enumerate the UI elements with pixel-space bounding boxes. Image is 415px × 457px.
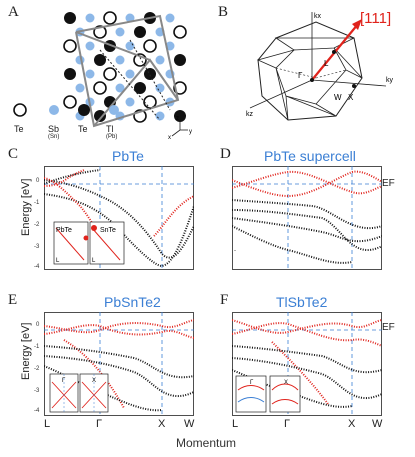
lattice-atom [93, 81, 107, 95]
xtick-left-x: X [158, 418, 166, 430]
direction-111-label: [111] [360, 10, 392, 27]
ylabel-energy-c: Energy [eV] [20, 178, 32, 236]
inset-l-label-2: L [92, 258, 96, 264]
xtick-right-x: X [348, 418, 356, 430]
lattice-atom [134, 82, 146, 94]
inset-f-gamma-label: Γ [250, 380, 254, 386]
inset-pbte-label: PbTe [56, 227, 72, 234]
lattice-atom [144, 68, 156, 80]
lattice-atom [63, 39, 77, 53]
ytick-c-4: -4 [34, 264, 40, 270]
ytick-e-1: -1 [34, 344, 40, 350]
ytick-c-1: -1 [34, 200, 40, 206]
lattice-atom [85, 41, 95, 51]
lattice-atom [115, 27, 125, 37]
axis-y-label: y [189, 129, 192, 135]
axis-x-label: x [168, 135, 171, 140]
lattice-atom [125, 69, 135, 79]
ytick-e-2: -2 [34, 366, 40, 372]
lattice-atom [103, 67, 117, 81]
panel-letter-d: D [220, 146, 231, 162]
panel-title-tlsbte2: TlSbTe2 [276, 294, 328, 310]
lattice-atom [143, 95, 157, 109]
lattice-atom [155, 55, 165, 65]
xtick-left-l: L [44, 418, 51, 430]
band-plot-f: Γ X [232, 312, 382, 416]
bz-kz-label: kz [246, 111, 254, 118]
inset-e-gamma-label: Γ [62, 378, 66, 384]
bz-ky-label: ky [386, 77, 394, 84]
lattice-atom [125, 41, 135, 51]
lattice-atom [174, 54, 186, 66]
species-label-tl: Tl [106, 124, 114, 134]
lattice-atom [134, 26, 146, 38]
panel-letter-a: A [8, 4, 19, 20]
species-label-sn: (Sn) [48, 134, 60, 140]
fermi-level-label-d: EF [382, 178, 395, 189]
band-plot-d [232, 166, 382, 270]
bz-l-label: L [324, 59, 329, 68]
xtick-right-w: W [372, 418, 383, 430]
band-plot-e: Γ X [44, 312, 194, 416]
bz-gamma-label: Γ [298, 71, 303, 80]
xtick-right-gamma: Γ [284, 418, 291, 430]
inset-e-x-label: X [92, 378, 96, 384]
ytick-c-0: 0 [36, 178, 40, 184]
lattice-atom [155, 111, 165, 121]
band-plot-c: PbTe SnTe L L [44, 166, 194, 270]
lattice-atom [125, 97, 135, 107]
ytick-c-3: -3 [34, 244, 40, 250]
lattice-atom [64, 12, 76, 24]
species-label-te-2: Te [78, 124, 88, 134]
species-label-sb: Sb [48, 124, 60, 134]
inset-snte-label: SnTe [100, 227, 116, 234]
lattice-atom [85, 69, 95, 79]
species-label-pb: (Pb) [106, 134, 118, 140]
lattice-atom [103, 11, 117, 25]
ytick-c-2: -2 [34, 222, 40, 228]
lattice-atom [75, 83, 85, 93]
ytick-e-4: -4 [34, 408, 40, 414]
bz-x-label: X [348, 93, 354, 102]
lattice-atom [165, 13, 175, 23]
ytick-d: - [234, 248, 236, 254]
ytick-e-3: -3 [34, 388, 40, 394]
ytick-e-0: 0 [36, 322, 40, 328]
lattice-atom [143, 39, 157, 53]
lattice-atom [85, 13, 95, 23]
panel-title-pbsnte2: PbSnTe2 [104, 294, 161, 310]
crystal-structure-diagram: x y z [63, 11, 192, 140]
lattice-atom [155, 83, 165, 93]
bz-kx-label: kx [314, 13, 322, 20]
fermi-level-label-f: EF [382, 322, 395, 333]
xtick-left-gamma: Γ [96, 418, 103, 430]
panel-letter-b: B [218, 4, 229, 20]
xtick-left-w: W [184, 418, 195, 430]
brillouin-zone-diagram: Γ L X W kx ky kz [246, 12, 394, 121]
species-legend-atoms [13, 103, 119, 117]
lattice-atom [63, 95, 77, 109]
lattice-atom [115, 55, 125, 65]
lattice-atom [64, 68, 76, 80]
lattice-atom [115, 83, 125, 93]
ylabel-energy-e: Energy [eV] [20, 322, 32, 380]
xaxis-momentum-label: Momentum [176, 436, 237, 450]
lattice-atom [94, 54, 106, 66]
lattice-atom [173, 25, 187, 39]
inset-f-x-label: X [284, 380, 288, 386]
panel-letter-c: C [8, 146, 19, 162]
inset-l-label-1: L [56, 258, 60, 264]
lattice-atom [174, 110, 186, 122]
bz-w-label: W [334, 93, 342, 102]
panel-letter-f: F [220, 292, 229, 308]
panel-title-pbte: PbTe [112, 148, 144, 164]
panel-letter-e: E [8, 292, 18, 308]
xtick-right-l: L [232, 418, 239, 430]
species-label-te-1: Te [14, 124, 24, 134]
axis-z-label: z [176, 116, 179, 122]
lattice-atom [94, 110, 106, 122]
lattice-atom [125, 13, 135, 23]
panel-title-pbte-supercell: PbTe supercell [264, 148, 356, 164]
